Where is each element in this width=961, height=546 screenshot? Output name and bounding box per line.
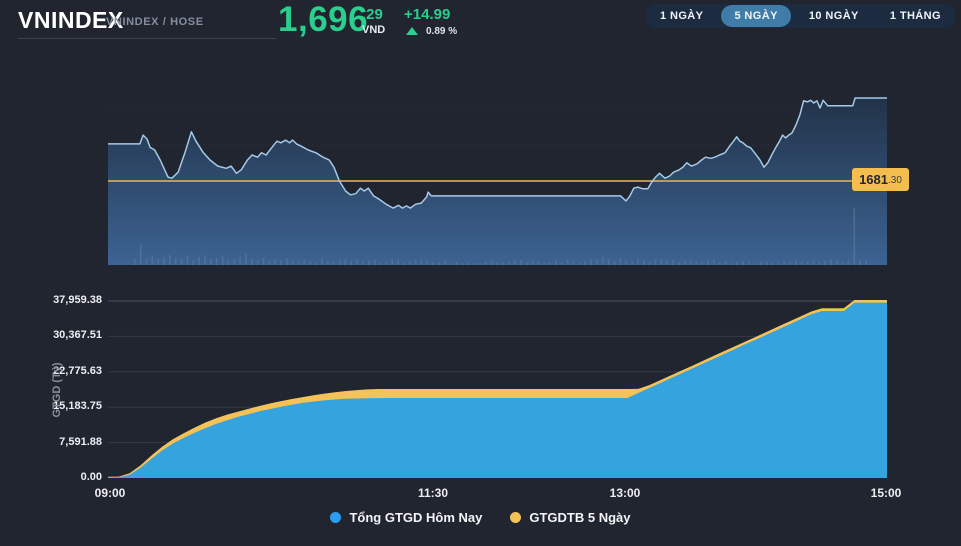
- reference-price-tag: 1681.30: [852, 168, 909, 191]
- range-button-1-ngay[interactable]: 1 NGÀY: [647, 5, 716, 27]
- y-axis-tick: 7,591.88: [59, 436, 102, 448]
- range-button-5-ngay[interactable]: 5 NGÀY: [721, 5, 791, 27]
- price-change-percent: 0.89 %: [426, 26, 458, 37]
- up-arrow-icon: [406, 27, 418, 35]
- last-price-decimal: .29: [362, 6, 383, 23]
- legend-dot-blue-icon: [330, 512, 342, 523]
- legend-label: Tổng GTGD Hôm Nay: [349, 510, 483, 525]
- legend-item-today[interactable]: Tổng GTGD Hôm Nay: [330, 510, 482, 525]
- currency-label: VND: [362, 24, 386, 36]
- reference-price-main: 1681: [859, 172, 888, 187]
- x-axis-tick: 15:00: [870, 486, 902, 500]
- time-range-switcher: 1 NGÀY 5 NGÀY 10 NGÀY 1 THÁNG: [645, 4, 956, 28]
- y-axis-tick: 37,959.38: [53, 294, 102, 306]
- reference-price-decimal: .30: [888, 175, 902, 186]
- legend-label: GTGDTB 5 Ngày: [529, 510, 631, 525]
- y-axis-tick: 22,775.63: [53, 365, 102, 377]
- page-title: VNINDEX: [18, 7, 124, 33]
- y-axis-tick: 30,367.51: [53, 329, 102, 341]
- range-button-10-ngay[interactable]: 10 NGÀY: [796, 5, 872, 27]
- symbol-exchange-label: VNINDEX / HOSE: [106, 16, 204, 28]
- chart-legend: Tổng GTGD Hôm Nay GTGDTB 5 Ngày: [0, 510, 961, 525]
- legend-item-5day-avg[interactable]: GTGDTB 5 Ngày: [510, 510, 631, 525]
- x-axis-tick: 11:30: [417, 486, 449, 500]
- x-axis-tick: 09:00: [94, 486, 126, 500]
- y-axis-title: GTGD (Tỷ): [51, 362, 63, 418]
- header-divider: [18, 38, 276, 39]
- last-price-integer: 1,696: [278, 0, 369, 39]
- cumulative-value-area-chart[interactable]: [108, 290, 887, 478]
- price-change-value: +14.99: [404, 6, 451, 23]
- legend-dot-yellow-icon: [510, 512, 522, 523]
- y-axis-tick: 15,183.75: [53, 400, 102, 412]
- price-line-chart[interactable]: [108, 85, 887, 265]
- range-button-1-thang[interactable]: 1 THÁNG: [877, 5, 954, 27]
- y-axis-tick: 0.00: [80, 471, 102, 483]
- x-axis-tick: 13:00: [609, 486, 641, 500]
